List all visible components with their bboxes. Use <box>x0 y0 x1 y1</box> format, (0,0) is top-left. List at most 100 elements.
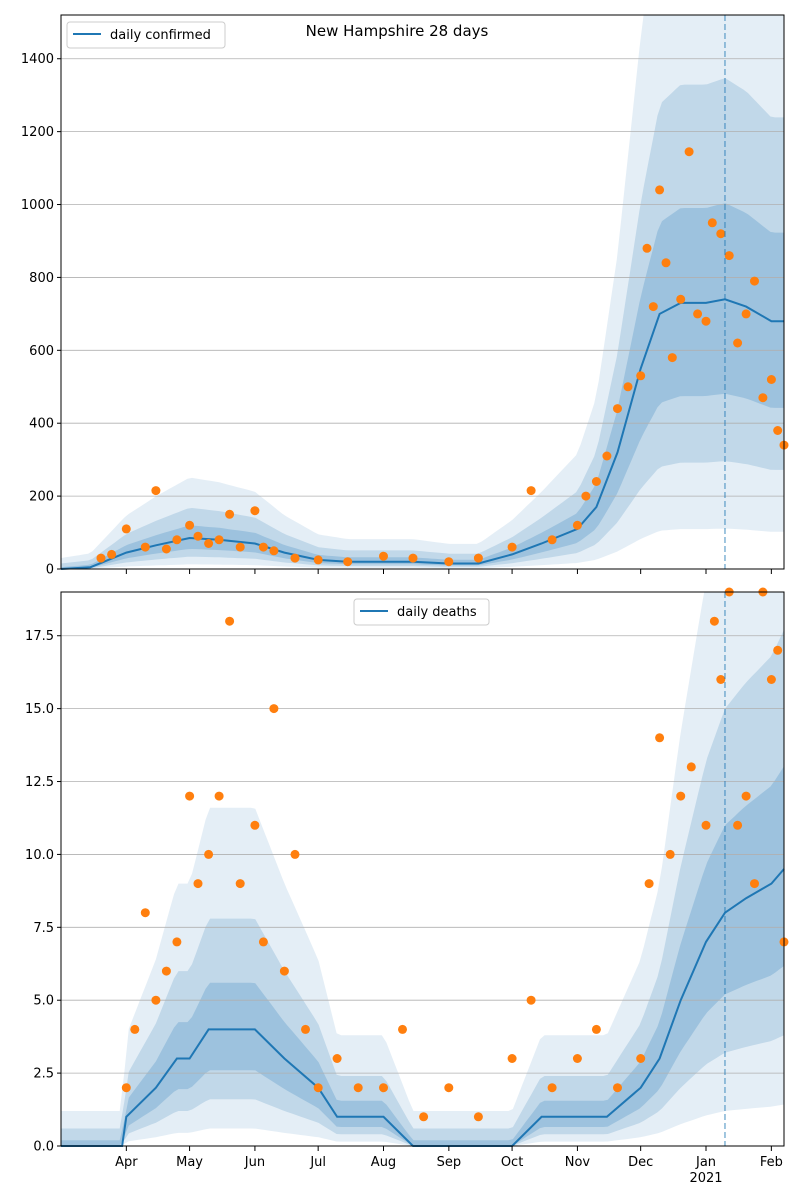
data-point <box>185 791 195 801</box>
data-point <box>107 549 117 559</box>
data-point <box>250 506 260 516</box>
data-point <box>140 908 150 918</box>
data-point <box>258 542 268 552</box>
data-point <box>204 539 214 548</box>
data-point <box>258 937 268 947</box>
data-point <box>547 535 557 545</box>
data-point <box>642 243 652 253</box>
data-point <box>733 820 743 830</box>
data-point <box>709 616 719 626</box>
data-point <box>379 551 388 561</box>
observed-points <box>96 147 789 567</box>
confidence-band-3 <box>61 766 784 1146</box>
y-tick-label: 1200 <box>21 125 54 140</box>
confidence-band-2 <box>61 78 784 569</box>
data-point <box>130 1024 140 1034</box>
data-point <box>379 1083 388 1093</box>
data-point <box>279 966 289 976</box>
data-point <box>398 1024 407 1034</box>
data-point <box>301 1024 310 1034</box>
data-point <box>686 762 696 772</box>
data-point <box>716 229 726 239</box>
x-tick-label: Nov <box>565 1155 591 1170</box>
data-point <box>507 542 517 552</box>
data-point <box>444 557 454 567</box>
data-point <box>290 849 300 859</box>
data-point <box>613 404 622 414</box>
y-tick-label: 7.5 <box>33 921 54 936</box>
data-point <box>507 1054 517 1063</box>
data-point <box>684 147 694 157</box>
data-point <box>613 1083 622 1093</box>
legend-box <box>353 598 490 626</box>
data-point <box>161 544 171 554</box>
data-point <box>185 520 195 530</box>
y-tick-label: 17.5 <box>25 629 54 644</box>
data-point <box>269 546 279 556</box>
data-point <box>716 675 726 684</box>
y-tick-label: 0.0 <box>33 1140 54 1155</box>
data-point <box>214 791 224 801</box>
y-axis: 0 200 400 600 800 1000 1200 1400 <box>21 52 61 578</box>
x-tick-label: May <box>176 1155 203 1170</box>
data-point <box>214 535 224 545</box>
confirmed-panel: 0 200 400 600 800 1000 1200 1400 New Hampshire … <box>21 14 789 578</box>
x-tick-label: Oct <box>501 1155 523 1170</box>
x-tick-label: Jan <box>695 1155 716 1170</box>
data-point <box>623 382 633 392</box>
data-point <box>408 553 418 563</box>
x-tick-label: Apr <box>115 1155 138 1170</box>
data-point <box>235 542 245 552</box>
y-tick-label: 2.5 <box>33 1067 54 1082</box>
data-point <box>140 542 150 552</box>
x-tick-year-label: 2021 <box>689 1171 722 1186</box>
data-point <box>636 1054 646 1063</box>
y-tick-label: 800 <box>29 271 54 286</box>
data-point <box>667 353 677 363</box>
x-tick-label: Jul <box>309 1155 326 1170</box>
data-point <box>235 879 245 889</box>
data-point <box>581 491 591 501</box>
data-point <box>193 531 203 541</box>
y-tick-label: 600 <box>29 344 54 359</box>
data-point <box>526 995 536 1005</box>
data-point <box>655 733 665 743</box>
gridlines <box>61 635 784 1074</box>
confidence-band-3 <box>61 203 784 569</box>
data-point <box>701 316 711 326</box>
data-point <box>151 995 161 1005</box>
chart-title: New Hampshire 28 days <box>306 22 489 40</box>
data-point <box>172 535 182 545</box>
data-point <box>741 309 751 319</box>
data-point <box>591 477 601 486</box>
data-point <box>547 1083 557 1093</box>
legend: daily confirmed <box>66 21 226 49</box>
data-point <box>121 524 131 534</box>
data-point <box>313 555 323 565</box>
data-point <box>602 451 612 461</box>
data-point <box>290 553 300 563</box>
axes-frame <box>60 591 785 1147</box>
data-point <box>741 791 751 801</box>
data-point <box>693 309 703 319</box>
observed-points <box>121 587 789 1122</box>
data-point <box>172 937 182 947</box>
gridlines <box>61 58 784 497</box>
y-tick-label: 5.0 <box>33 994 54 1009</box>
confidence-band-1 <box>61 15 784 569</box>
data-point <box>269 704 279 714</box>
data-point <box>343 557 353 567</box>
data-point <box>353 1083 363 1093</box>
data-point <box>572 1054 582 1063</box>
y-axis: 0.0 2.5 5.0 7.5 10.0 12.5 15.0 17.5 <box>25 629 61 1155</box>
data-point <box>473 553 483 563</box>
data-point <box>161 966 171 976</box>
data-point <box>313 1083 323 1093</box>
x-tick-label: Feb <box>760 1155 783 1170</box>
legend-entry-daily-confirmed: daily confirmed <box>110 28 211 43</box>
y-tick-label: 200 <box>29 490 54 505</box>
legend-entry-daily-deaths: daily deaths <box>397 605 477 620</box>
data-point <box>733 338 743 348</box>
y-tick-label: 1400 <box>21 52 54 67</box>
